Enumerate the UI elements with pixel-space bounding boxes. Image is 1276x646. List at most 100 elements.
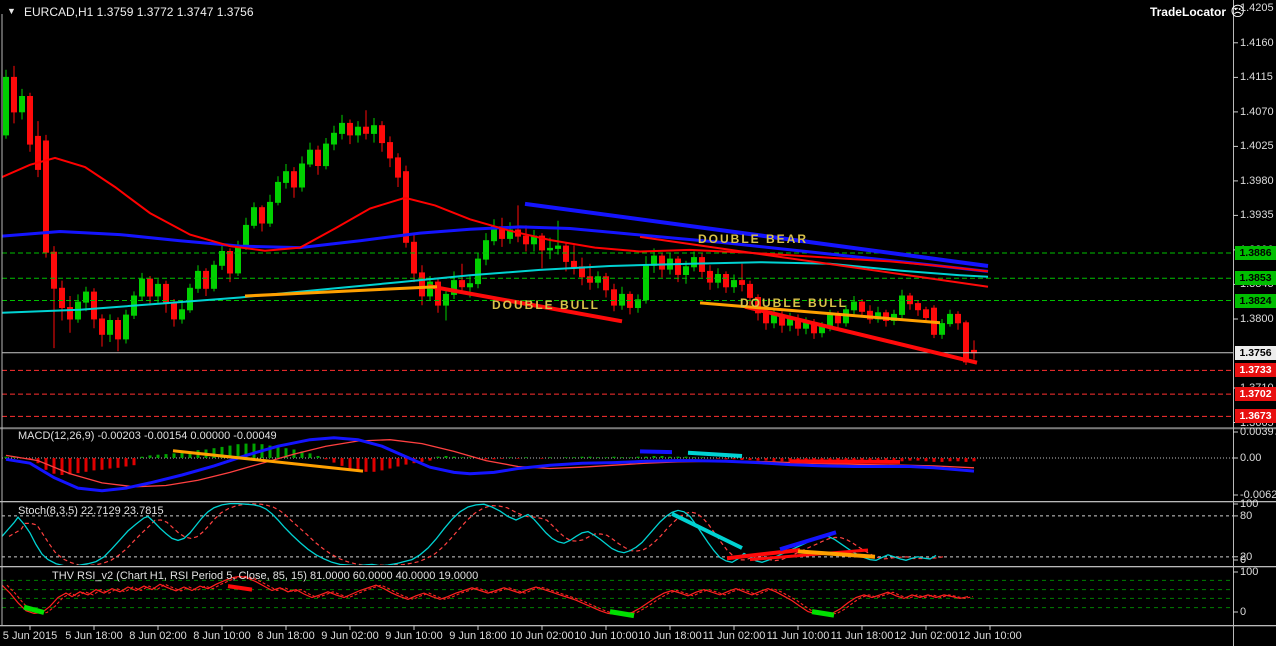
- candle: [739, 280, 745, 285]
- time-tick-label: 10 Jun 18:00: [638, 630, 702, 642]
- candle: [419, 272, 425, 297]
- candle: [955, 313, 961, 324]
- candle: [3, 76, 9, 136]
- price-badge-green: 1.3886: [1235, 246, 1276, 260]
- time-tick-label: 11 Jun 18:00: [830, 630, 894, 642]
- candle: [539, 235, 545, 251]
- candle: [187, 287, 193, 311]
- candle: [331, 132, 337, 145]
- macd-pane: [2, 436, 1233, 493]
- price-badge-red: 1.3673: [1235, 409, 1276, 424]
- candle: [259, 207, 265, 224]
- candle: [211, 264, 217, 289]
- candle: [947, 313, 953, 325]
- price-tick-label: 1.3935: [1240, 209, 1274, 222]
- candle: [555, 245, 561, 249]
- candle: [19, 96, 25, 113]
- time-tick-label: 5 Jun 2015: [2, 630, 58, 642]
- price-tick-label: 1.4025: [1240, 140, 1274, 153]
- candle: [547, 247, 553, 251]
- candle: [923, 309, 929, 318]
- candle: [475, 258, 481, 285]
- chart-dropdown-icon[interactable]: ▼: [7, 6, 16, 16]
- candle: [411, 241, 417, 274]
- candle: [363, 126, 369, 134]
- time-tick-label: 8 Jun 02:00: [129, 630, 187, 642]
- indicator-scale-label: -0.0062: [1240, 489, 1276, 501]
- candle: [299, 163, 305, 188]
- candle: [939, 323, 945, 335]
- time-tick-label: 11 Jun 02:00: [702, 630, 766, 642]
- indicator-scale-label: 100: [1240, 566, 1259, 578]
- candle: [267, 201, 273, 224]
- candle: [147, 278, 153, 297]
- candle: [619, 293, 625, 306]
- time-tick-label: 9 Jun 10:00: [385, 630, 443, 642]
- candle: [339, 122, 345, 134]
- candle: [155, 283, 161, 297]
- candle: [347, 122, 353, 136]
- indicator-scale-label: 0.00397: [1240, 425, 1276, 438]
- candle: [243, 224, 249, 247]
- time-tick-label: 8 Jun 18:00: [257, 630, 315, 642]
- candle: [251, 207, 257, 226]
- candle: [699, 257, 705, 272]
- candle: [123, 314, 129, 340]
- candle: [275, 181, 281, 203]
- candle: [731, 280, 737, 288]
- price-tick-label: 1.4160: [1240, 36, 1274, 49]
- candle: [115, 320, 121, 340]
- trendlines: [244, 201, 989, 365]
- candle: [387, 142, 393, 159]
- candle: [203, 270, 209, 289]
- moving-averages: [2, 156, 989, 314]
- macd-label: MACD(12,26,9) -0.00203 -0.00154 0.00000 …: [18, 430, 277, 442]
- annotation-double-bull-left: DOUBLE BULL: [492, 298, 600, 312]
- annotation-double-bear: DOUBLE BEAR: [698, 232, 809, 246]
- candle: [707, 270, 713, 283]
- candle: [227, 251, 233, 274]
- candle: [747, 283, 753, 298]
- candle: [459, 280, 465, 288]
- chart-title: EURCAD,H1 1.3759 1.3772 1.3747 1.3756: [24, 5, 254, 19]
- frown-face-icon: ☹: [1230, 3, 1245, 19]
- candle: [771, 314, 777, 324]
- price-badge-green: 1.3824: [1235, 293, 1276, 308]
- candle: [11, 76, 17, 113]
- time-tick-label: 8 Jun 10:00: [193, 630, 251, 642]
- candle: [395, 157, 401, 178]
- price-tick-label: 1.4070: [1240, 105, 1274, 118]
- candle: [99, 318, 105, 335]
- candle: [427, 281, 433, 297]
- candle: [595, 276, 601, 283]
- price-tick-label: 1.3980: [1240, 174, 1274, 187]
- time-tick-label: 11 Jun 10:00: [766, 630, 830, 642]
- price-tick-label: 1.4205: [1240, 2, 1274, 15]
- candle: [107, 320, 113, 335]
- candle: [355, 126, 361, 136]
- candle: [283, 171, 289, 183]
- indicator-scale-label: 20: [1240, 550, 1253, 563]
- candle: [59, 287, 65, 308]
- candle: [323, 143, 329, 167]
- candle: [139, 278, 145, 297]
- time-tick-label: 5 Jun 18:00: [65, 630, 123, 642]
- candle: [171, 303, 177, 320]
- price-tick-label: 1.3800: [1240, 312, 1274, 325]
- candle: [763, 312, 769, 324]
- candle: [291, 171, 297, 188]
- candle: [379, 125, 385, 144]
- indicator-scale-label: 100: [1240, 498, 1259, 510]
- candle: [195, 270, 201, 289]
- indicator-scale-label: 0: [1240, 554, 1247, 566]
- candle: [867, 310, 873, 320]
- time-tick-label: 12 Jun 02:00: [894, 630, 958, 642]
- candle: [43, 140, 49, 253]
- indicator-scale-label: 80: [1240, 509, 1253, 522]
- candle: [563, 245, 569, 262]
- candle: [235, 245, 241, 274]
- candle: [859, 301, 865, 312]
- stoch-pane: [2, 503, 1233, 565]
